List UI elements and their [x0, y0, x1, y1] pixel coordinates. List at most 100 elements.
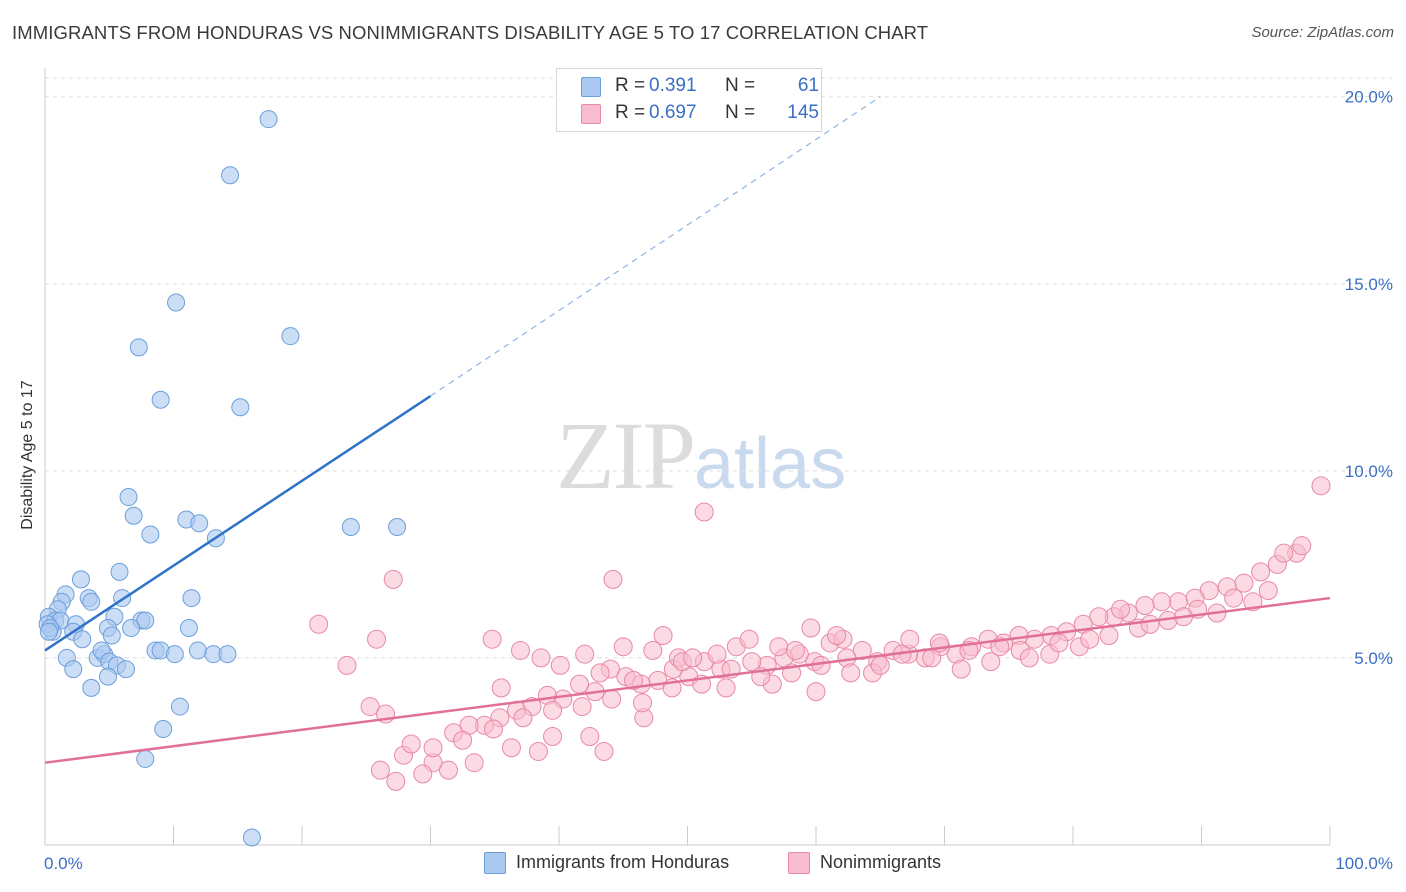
trend-line-immigrants: [44, 394, 432, 652]
data-point-immigrants: [221, 166, 240, 185]
data-point-nonimmigrants: [501, 738, 521, 758]
data-point-nonimmigrants: [483, 719, 503, 739]
x-tick-label-max: 100.0%: [1335, 854, 1393, 873]
data-point-nonimmigrants: [1140, 614, 1160, 634]
data-point-nonimmigrants: [401, 734, 421, 754]
legend-r-label: R =: [615, 75, 646, 96]
bottom-legend-swatch-pink: [788, 852, 810, 874]
legend-r-value: 0.391: [649, 75, 697, 96]
data-point-nonimmigrants: [769, 637, 789, 657]
data-point-nonimmigrants: [827, 625, 847, 645]
grid-lines: [45, 77, 1392, 659]
data-point-immigrants: [190, 514, 209, 533]
data-point-nonimmigrants: [594, 741, 614, 761]
data-point-immigrants: [73, 630, 92, 649]
data-point-nonimmigrants: [602, 689, 622, 709]
data-point-immigrants: [64, 660, 83, 679]
data-point-nonimmigrants: [453, 730, 473, 750]
legend-n-label: N =: [725, 102, 756, 123]
data-point-immigrants: [71, 570, 90, 589]
axes: [44, 68, 1331, 846]
data-point-nonimmigrants: [309, 614, 329, 634]
data-point-nonimmigrants: [590, 663, 610, 683]
data-point-immigrants: [151, 390, 170, 409]
data-point-nonimmigrants: [1099, 625, 1119, 645]
data-point-immigrants: [388, 517, 407, 536]
x-tick-label-min: 0.0%: [44, 854, 83, 873]
data-point-nonimmigrants: [580, 726, 600, 746]
data-point-nonimmigrants: [633, 693, 653, 713]
data-point-nonimmigrants: [510, 640, 530, 660]
data-point-nonimmigrants: [482, 629, 502, 649]
data-point-nonimmigrants: [643, 640, 663, 660]
legend-n-value: 145: [787, 102, 819, 123]
data-point-nonimmigrants: [1251, 562, 1271, 582]
data-point-immigrants: [218, 645, 237, 664]
chart-title: IMMIGRANTS FROM HONDURAS VS NONIMMIGRANT…: [12, 22, 929, 43]
data-point-nonimmigrants: [707, 644, 727, 664]
data-point-nonimmigrants: [624, 670, 644, 690]
data-point-immigrants: [82, 592, 101, 611]
data-point-immigrants: [281, 327, 300, 346]
data-point-immigrants: [119, 488, 138, 507]
data-point-immigrants: [136, 611, 155, 630]
data-point-immigrants: [141, 525, 160, 544]
data-point-nonimmigrants: [528, 741, 548, 761]
legend-swatch-pink: [581, 104, 601, 124]
data-point-nonimmigrants: [900, 629, 920, 649]
series-nonimmigrants-points: [309, 476, 1331, 791]
data-point-immigrants: [98, 667, 117, 686]
watermark-zip: ZIP: [556, 402, 696, 509]
data-point-nonimmigrants: [811, 655, 831, 675]
data-point-immigrants: [116, 660, 135, 679]
y-tick-label: 20.0%: [1345, 88, 1393, 107]
data-point-nonimmigrants: [870, 655, 890, 675]
data-point-nonimmigrants: [716, 678, 736, 698]
watermark: ZIPatlas: [556, 400, 846, 511]
data-point-nonimmigrants: [1089, 607, 1109, 627]
data-point-immigrants: [179, 618, 198, 637]
data-point-immigrants: [129, 338, 148, 357]
trend-line-nonimmigrants: [44, 596, 1331, 764]
data-point-nonimmigrants: [653, 625, 673, 645]
data-point-nonimmigrants: [513, 708, 533, 728]
data-point-nonimmigrants: [1135, 596, 1155, 616]
data-point-immigrants: [182, 589, 201, 608]
data-point-nonimmigrants: [1258, 581, 1278, 601]
data-point-nonimmigrants: [806, 682, 826, 702]
correlation-legend: R = 0.391 N = 61 R = 0.697 N = 145: [556, 68, 822, 132]
legend-n-label: N =: [725, 75, 756, 96]
data-point-immigrants: [242, 828, 261, 847]
data-point-nonimmigrants: [572, 697, 592, 717]
data-point-immigrants: [122, 618, 141, 637]
series-immigrants-points: [38, 110, 407, 847]
data-point-nonimmigrants: [423, 738, 443, 758]
data-point-nonimmigrants: [683, 648, 703, 668]
data-point-nonimmigrants: [575, 644, 595, 664]
bottom-legend-swatch-blue: [484, 852, 506, 874]
data-point-immigrants: [165, 645, 184, 664]
data-point-immigrants: [154, 720, 173, 739]
data-point-nonimmigrants: [1049, 633, 1069, 653]
source-label: Source: ZipAtlas.com: [1251, 24, 1394, 41]
data-point-nonimmigrants: [1080, 629, 1100, 649]
data-point-nonimmigrants: [951, 659, 971, 679]
y-tick-label: 15.0%: [1345, 275, 1393, 294]
data-point-immigrants: [231, 398, 250, 417]
data-point-nonimmigrants: [1111, 599, 1131, 619]
legend-swatch-blue: [581, 77, 601, 97]
data-point-nonimmigrants: [337, 655, 357, 675]
data-point-nonimmigrants: [739, 629, 759, 649]
legend-r-label: R =: [615, 102, 646, 123]
y-tick-label: 5.0%: [1354, 649, 1393, 668]
bottom-legend-label: Immigrants from Honduras: [516, 852, 730, 872]
data-point-nonimmigrants: [841, 663, 861, 683]
data-point-nonimmigrants: [413, 764, 433, 784]
data-point-nonimmigrants: [603, 569, 623, 589]
data-point-immigrants: [110, 562, 129, 581]
data-point-nonimmigrants: [1234, 573, 1254, 593]
y-tick-label: 10.0%: [1345, 462, 1393, 481]
data-point-nonimmigrants: [550, 655, 570, 675]
watermark-atlas: atlas: [694, 424, 847, 504]
